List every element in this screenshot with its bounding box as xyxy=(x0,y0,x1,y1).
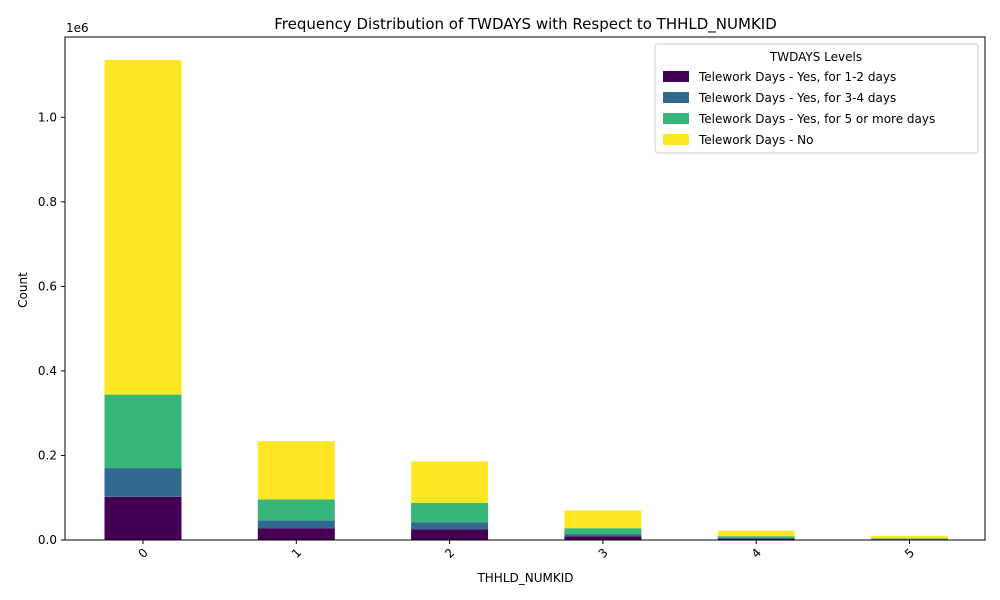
legend-label: Telework Days - Yes, for 5 or more days xyxy=(698,112,935,126)
x-tick-label: 2 xyxy=(442,546,457,561)
bar-segment xyxy=(257,528,335,540)
bar-segment xyxy=(717,537,795,539)
x-tick-label: 5 xyxy=(902,546,917,561)
x-tick-label: 3 xyxy=(595,546,610,561)
y-ticks: 0.0 0.2 0.4 0.6 0.8 1.0 xyxy=(38,110,65,547)
y-tick-label: 1.0 xyxy=(38,110,57,124)
legend-swatch xyxy=(663,71,689,82)
bar-segment xyxy=(871,538,948,539)
bar-segment xyxy=(104,59,182,395)
bar-segment xyxy=(104,468,182,497)
bar-segment xyxy=(717,536,795,538)
legend: TWDAYS Levels Telework Days - Yes, for 1… xyxy=(654,43,979,154)
legend-label: Telework Days - Yes, for 1-2 days xyxy=(698,70,896,84)
bars-layer xyxy=(104,59,948,540)
bar-segment xyxy=(717,538,795,540)
legend-swatch xyxy=(663,92,689,103)
legend-title: TWDAYS Levels xyxy=(769,50,862,64)
y-tick-label: 0.4 xyxy=(38,364,57,378)
chart-title: Frequency Distribution of TWDAYS with Re… xyxy=(274,15,777,34)
plot-frame xyxy=(64,36,986,541)
bar-segment xyxy=(257,441,335,500)
y-tick-label: 0.8 xyxy=(38,195,57,209)
x-tick-label: 0 xyxy=(136,546,151,561)
bar-segment xyxy=(564,510,642,529)
bar-segment xyxy=(257,499,335,521)
y-tick-label: 0.0 xyxy=(38,533,57,547)
bar-segment xyxy=(564,528,642,535)
x-tick-label: 1 xyxy=(289,546,304,561)
bar-segment xyxy=(871,535,948,539)
bar-segment xyxy=(411,522,489,530)
bar-segment xyxy=(104,496,182,540)
legend-swatch xyxy=(663,113,689,124)
y-axis-label: Count xyxy=(16,272,30,308)
bar-segment xyxy=(257,520,335,529)
legend-frame xyxy=(654,43,979,154)
legend-swatch xyxy=(663,134,689,145)
y-tick-label: 0.6 xyxy=(38,279,57,293)
x-tick-label: 4 xyxy=(749,546,764,561)
x-ticks: 0 1 2 3 4 5 xyxy=(136,540,917,561)
bar-segment xyxy=(104,394,182,469)
bar-segment xyxy=(411,502,489,523)
x-axis-label: THHLD_NUMKID xyxy=(476,571,573,585)
bar-segment xyxy=(564,534,642,537)
y-offset-text: 1e6 xyxy=(66,21,89,35)
legend-label: Telework Days - No xyxy=(698,133,813,147)
bar-segment xyxy=(564,536,642,540)
legend-label: Telework Days - Yes, for 3-4 days xyxy=(698,91,896,105)
bar-segment xyxy=(717,530,795,537)
bar-segment xyxy=(411,461,489,503)
bar-segment xyxy=(411,529,489,540)
y-tick-label: 0.2 xyxy=(38,448,57,462)
